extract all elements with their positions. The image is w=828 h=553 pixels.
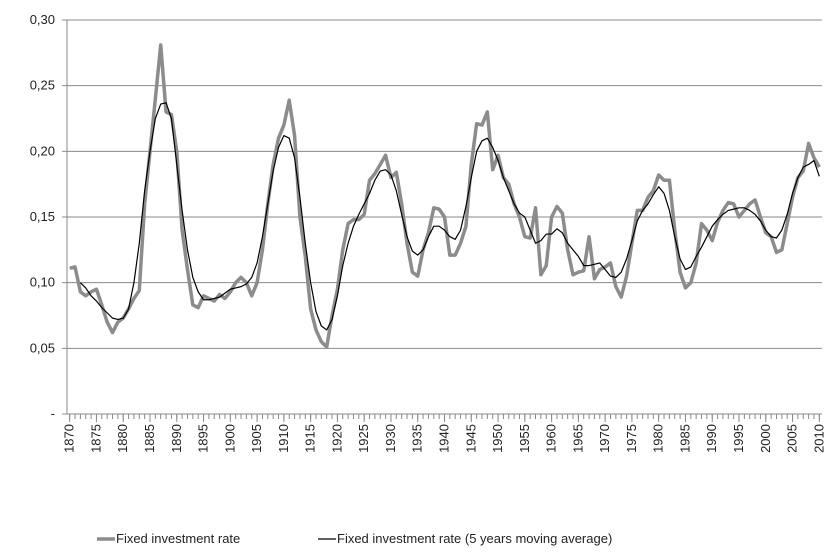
x-tick-label: 1930	[383, 424, 398, 453]
x-tick-label: 1870	[62, 424, 77, 453]
x-tick-label: 1965	[570, 424, 585, 453]
y-tick-label: -	[51, 406, 55, 421]
x-tick-label: 1975	[624, 424, 639, 453]
x-tick-label: 1875	[88, 424, 103, 453]
x-tick-label: 1910	[276, 424, 291, 453]
y-tick-label: 0,15	[30, 209, 55, 224]
x-tick-label: 1925	[356, 424, 371, 453]
x-tick-label: 2000	[758, 424, 773, 453]
y-tick-label: 0,30	[30, 12, 55, 27]
y-tick-label: 0,25	[30, 78, 55, 93]
x-tick-label: 1980	[651, 424, 666, 453]
series-line	[69, 43, 821, 349]
x-tick-label: 1935	[410, 424, 425, 453]
x-tick-label: 1880	[115, 424, 130, 453]
x-tick-label: 1990	[704, 424, 719, 453]
series-line	[79, 102, 820, 331]
legend-label: Fixed investment rate	[116, 531, 240, 546]
x-tick-label: 1950	[490, 424, 505, 453]
x-tick-label: 1985	[677, 424, 692, 453]
x-tick-label: 1890	[169, 424, 184, 453]
y-tick-label: 0,10	[30, 275, 55, 290]
x-tick-label: 1995	[731, 424, 746, 453]
y-tick-label: 0,20	[30, 143, 55, 158]
x-tick-label: 1940	[437, 424, 452, 453]
x-tick-label: 1970	[597, 424, 612, 453]
x-tick-label: 1905	[249, 424, 264, 453]
x-tick-label: 1945	[463, 424, 478, 453]
y-tick-label: 0,05	[30, 340, 55, 355]
x-tick-label: 1955	[517, 424, 532, 453]
x-tick-label: 1920	[329, 424, 344, 453]
legend-label: Fixed investment rate (5 years moving av…	[337, 531, 612, 546]
x-tick-label: 1885	[142, 424, 157, 453]
x-tick-label: 1900	[222, 424, 237, 453]
x-tick-label: 1915	[303, 424, 318, 453]
x-tick-label: 2010	[811, 424, 826, 453]
x-tick-label: 2005	[785, 424, 800, 453]
x-tick-label: 1895	[196, 424, 211, 453]
x-tick-label: 1960	[544, 424, 559, 453]
